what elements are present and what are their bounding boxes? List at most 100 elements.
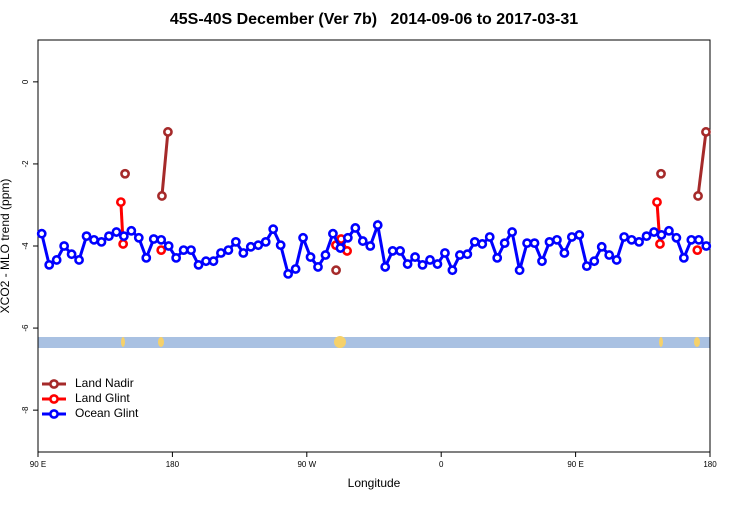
data-point (693, 191, 703, 201)
data-point (529, 238, 540, 249)
data-point (477, 239, 488, 249)
data-point (574, 230, 585, 240)
data-point (701, 127, 711, 137)
data-point (380, 262, 391, 272)
x-tick-label: 90 E (30, 460, 46, 469)
y-tick-label: 0 (21, 79, 30, 84)
data-point (133, 232, 144, 243)
data-point (611, 255, 622, 265)
data-point (365, 241, 376, 251)
data-point (581, 261, 592, 272)
data-point (328, 228, 338, 239)
x-tick-label: 180 (166, 460, 180, 469)
data-point (104, 231, 114, 242)
data-point (656, 230, 667, 240)
series-line (160, 131, 170, 197)
data-point (589, 256, 600, 267)
data-point (216, 248, 226, 258)
data-point (238, 248, 249, 258)
data-point (313, 262, 323, 272)
data-point (66, 249, 77, 260)
data-point (120, 168, 130, 179)
data-point (118, 231, 129, 242)
data-point (693, 234, 704, 245)
x-tick-label: 90 E (567, 460, 583, 469)
data-point (425, 255, 435, 265)
chart-title: 45S-40S December (Ver 7b) 2014-09-06 to … (170, 11, 578, 28)
data-point (335, 243, 346, 253)
data-point (499, 238, 510, 249)
data-point (395, 246, 406, 256)
data-point (372, 220, 383, 230)
data-point (305, 252, 316, 262)
data-point (432, 259, 443, 269)
data-point (230, 236, 241, 247)
data-point (186, 245, 196, 256)
data-point (253, 240, 264, 251)
data-point (118, 239, 129, 249)
legend-marker (49, 409, 59, 419)
data-point (692, 245, 703, 256)
data-point (357, 236, 368, 246)
data-point (447, 265, 458, 276)
data-point (619, 232, 630, 242)
data-point (604, 250, 615, 260)
data-point (342, 232, 353, 243)
data-point (514, 265, 525, 276)
data-point (193, 259, 204, 270)
data-point (268, 224, 279, 235)
x-tick-label: 0 (439, 460, 444, 469)
data-point (51, 255, 62, 265)
data-point (81, 231, 92, 242)
x-axis-label: Longitude (348, 476, 401, 490)
data-point (141, 253, 152, 263)
data-point (402, 259, 413, 269)
x-tick-label: 90 W (297, 460, 316, 469)
data-point (454, 250, 465, 260)
data-point (59, 241, 70, 251)
legend-label: Land Nadir (75, 376, 134, 390)
data-point (74, 255, 84, 265)
data-point (171, 253, 182, 263)
data-point (634, 236, 644, 247)
data-point (641, 231, 652, 242)
data-point (148, 234, 159, 244)
legend-marker (49, 394, 59, 404)
data-point (417, 259, 428, 270)
data-point (649, 227, 659, 237)
data-point (163, 241, 174, 251)
data-point (596, 241, 607, 252)
x-tick-label: 180 (703, 460, 717, 469)
data-point (156, 245, 167, 256)
data-point (484, 232, 495, 242)
data-point (469, 236, 480, 247)
data-point (111, 227, 122, 237)
data-point (492, 253, 503, 263)
data-point (331, 265, 341, 276)
data-point (178, 245, 189, 256)
data-point (462, 249, 473, 260)
data-point (678, 253, 689, 263)
data-point (701, 241, 712, 251)
data-point (163, 127, 173, 137)
data-point (201, 256, 211, 267)
legend-marker (49, 379, 59, 389)
data-point (115, 197, 126, 207)
data-point (283, 269, 294, 279)
data-point (652, 197, 662, 207)
data-point (655, 239, 665, 249)
data-point (387, 246, 398, 256)
data-point (298, 232, 308, 243)
data-point (89, 234, 99, 245)
data-point (566, 232, 577, 242)
series-line (696, 131, 708, 197)
data-point (350, 223, 361, 233)
data-point (656, 168, 666, 179)
data-point (36, 228, 47, 239)
data-point (320, 250, 331, 260)
y-tick-label: -8 (21, 406, 30, 414)
data-point (156, 234, 167, 245)
data-point (686, 234, 697, 245)
legend-label: Land Glint (75, 391, 130, 405)
data-point (537, 256, 547, 267)
